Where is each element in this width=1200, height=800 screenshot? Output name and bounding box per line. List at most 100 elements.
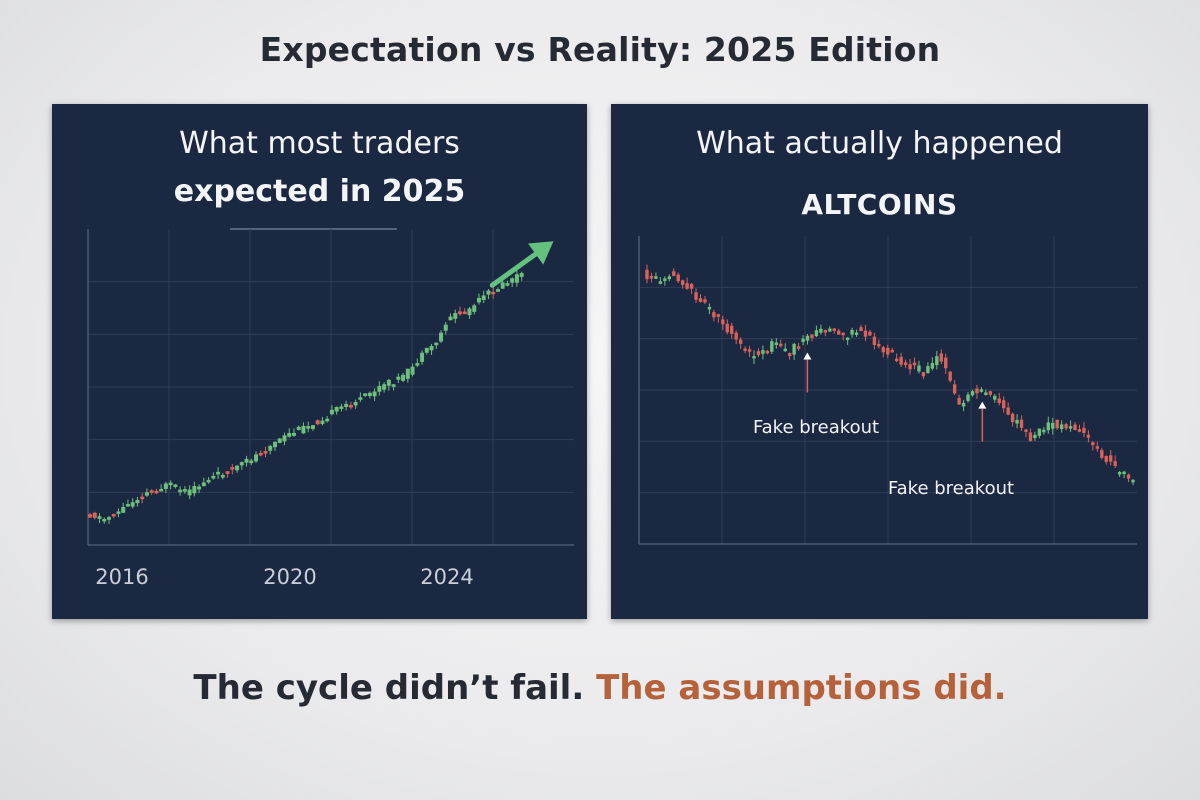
candle [721, 319, 725, 325]
candle [703, 299, 707, 303]
candle [952, 384, 957, 394]
candle [1068, 426, 1073, 429]
candle [453, 313, 458, 319]
candle [877, 343, 881, 347]
candle [192, 486, 197, 494]
candle [863, 330, 868, 337]
candle [1117, 471, 1122, 475]
candle [111, 513, 116, 517]
candle [899, 356, 903, 365]
candle [698, 298, 703, 302]
candle [832, 328, 836, 331]
candle [676, 274, 680, 282]
candle [386, 379, 391, 386]
candle [472, 305, 477, 312]
candle [1055, 419, 1059, 429]
candle [1104, 455, 1108, 462]
candle [779, 343, 783, 347]
candle [429, 345, 434, 351]
candle [1113, 461, 1117, 466]
candle [649, 275, 654, 279]
candle [872, 336, 877, 345]
candle [801, 338, 805, 342]
candle [135, 500, 140, 504]
x-tick-label: 2024 [420, 565, 473, 589]
candle [1019, 419, 1024, 428]
candle [206, 479, 211, 483]
candle [948, 371, 952, 381]
candle [930, 363, 935, 369]
candle [348, 405, 353, 408]
candle [149, 490, 154, 493]
candle [868, 331, 872, 336]
candle [173, 484, 178, 487]
candle [988, 391, 993, 395]
candle [935, 356, 939, 366]
candle [1024, 429, 1028, 432]
candle [443, 324, 448, 331]
candle [707, 306, 712, 310]
candle [1042, 429, 1046, 433]
candle [761, 350, 765, 354]
candle [178, 489, 183, 493]
candle [344, 403, 349, 407]
reality-panel: Fake breakout Fake breakout What actually… [611, 104, 1148, 619]
grid [88, 229, 574, 545]
candle [1006, 407, 1010, 415]
candle [320, 420, 325, 424]
candle [734, 332, 738, 340]
candle [239, 462, 244, 466]
candle [908, 364, 912, 370]
candle [121, 507, 126, 513]
candle [694, 292, 698, 300]
candle [92, 512, 97, 518]
candle [1051, 422, 1055, 429]
candle [491, 291, 496, 295]
candle [235, 465, 240, 471]
candle [854, 332, 859, 335]
candle [975, 388, 979, 394]
candle [984, 392, 988, 395]
candle [182, 489, 187, 492]
candle [410, 366, 415, 375]
candle [287, 432, 292, 437]
candle [926, 366, 930, 374]
candle [434, 342, 439, 346]
candle [993, 395, 997, 400]
candle [495, 289, 500, 292]
fake-breakout-annotation: Fake breakout [888, 401, 1014, 499]
candle [796, 346, 801, 349]
candle [277, 438, 282, 443]
candle [367, 392, 372, 396]
x-tick-label: 2020 [263, 565, 316, 589]
candle [401, 374, 406, 381]
candle [819, 328, 823, 333]
candle [944, 357, 948, 369]
candle [859, 327, 863, 332]
candle [420, 352, 425, 362]
candle [467, 308, 472, 316]
expectation-title-line2: expected in 2025 [173, 174, 466, 209]
candle [144, 492, 149, 496]
expectation-title-line1: What most traders [179, 126, 460, 161]
candle [201, 482, 206, 487]
candle [770, 341, 774, 352]
candles [88, 269, 524, 524]
candle [130, 502, 135, 507]
candle [358, 397, 363, 400]
candle [903, 362, 908, 366]
candle [159, 488, 164, 492]
candle [1122, 471, 1126, 475]
candle [787, 353, 792, 357]
candle [396, 376, 401, 380]
candle [258, 452, 263, 456]
candle [756, 351, 761, 356]
candle [481, 295, 486, 300]
candle [1015, 419, 1019, 424]
candle [765, 350, 770, 354]
tagline-part1: The cycle didn’t fail. [193, 668, 585, 708]
candle [845, 337, 850, 341]
candle [689, 283, 694, 289]
candle [102, 518, 107, 522]
candle [296, 426, 301, 430]
